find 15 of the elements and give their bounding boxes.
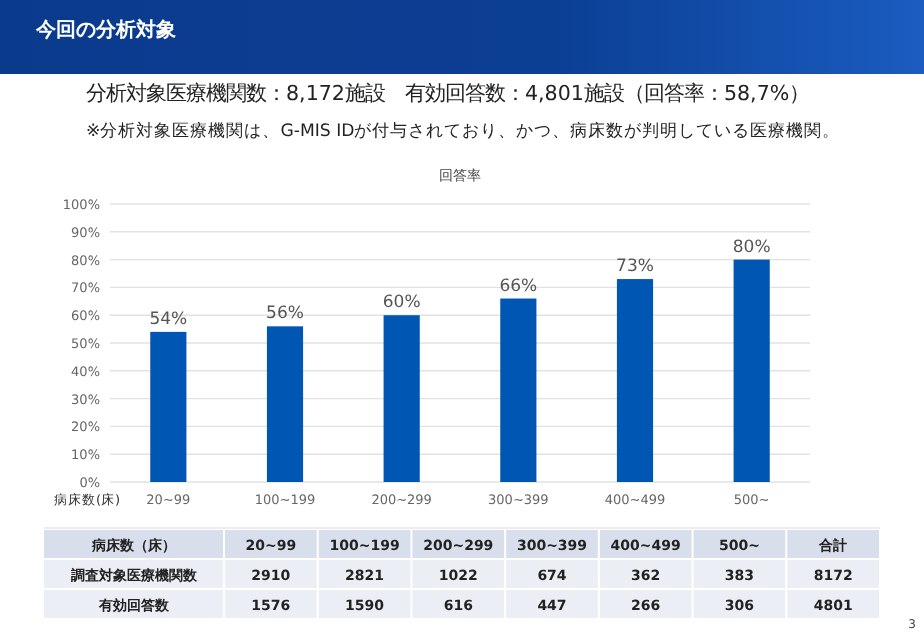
data-label: 73% [616,257,654,278]
text: 今回の分析対象 [34,18,176,42]
bar [150,331,187,482]
data-label: 60% [382,293,421,314]
bar [500,298,537,482]
bar [266,326,304,482]
bar [733,259,770,482]
text: 分析対象医療機関数：8,172施設 有効回答数：4,801施設（回答率：58,7%） [86,82,810,106]
data-label: 66% [499,276,538,297]
data-label: 54% [149,309,188,330]
text: ※分析対象医療機関は、G-MIS IDが付与されており、かつ、病床数が判明している医療機関。 [86,120,841,142]
bar [616,279,654,482]
bar [383,315,420,482]
data-label: 80% [732,237,771,258]
data-label: 56% [266,304,304,325]
